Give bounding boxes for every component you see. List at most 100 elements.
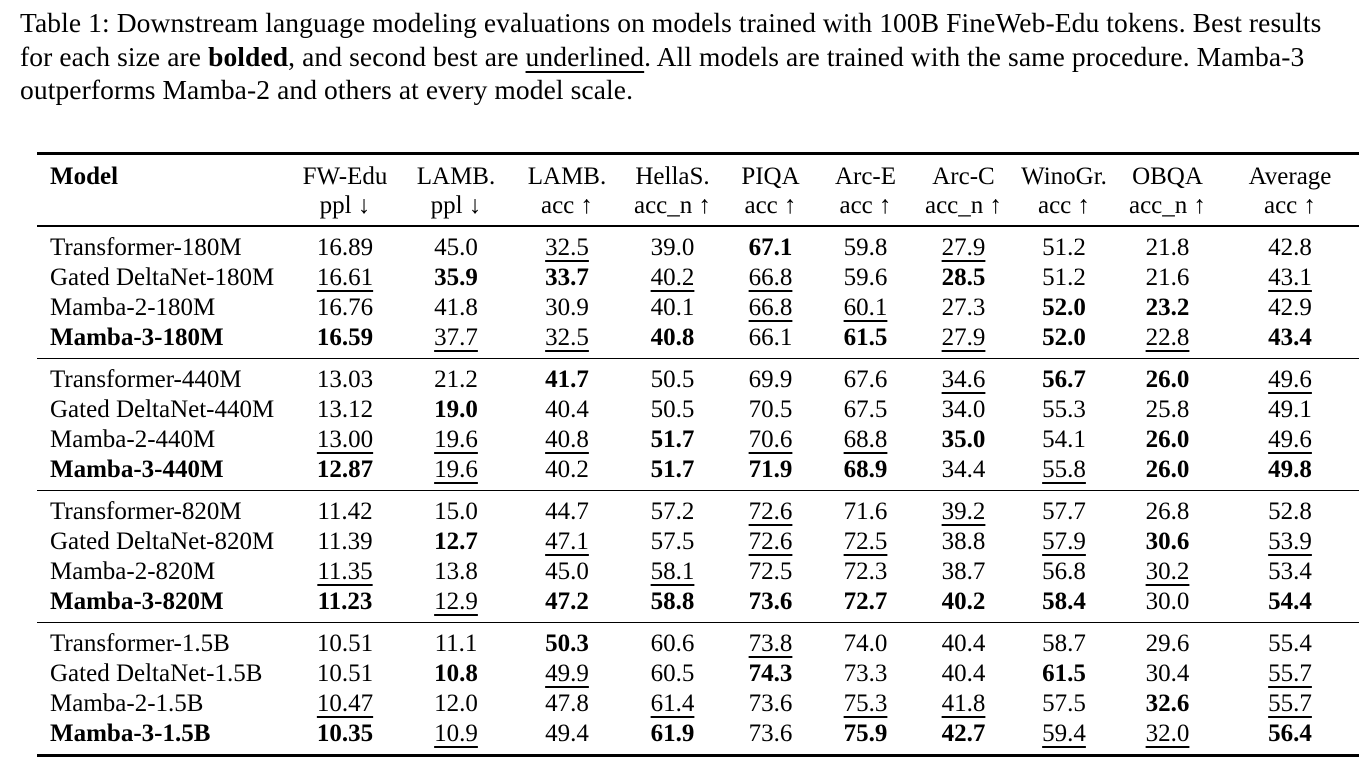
metric-cell: 40.2 [512, 455, 622, 491]
cell-value: 54.1 [1042, 426, 1086, 453]
model-name-cell: Gated DeltaNet-440M [50, 396, 275, 423]
metric-cell: 40.4 [913, 623, 1014, 660]
metric-cell: 58.1 [622, 557, 723, 587]
cell-value: 13.8 [434, 558, 478, 585]
cell-value: 34.6 [941, 366, 986, 393]
cell-value: 11.23 [317, 588, 373, 615]
cell-value: 58.8 [650, 588, 695, 615]
metric-cell: 50.5 [622, 395, 723, 425]
metric-cell: 47.1 [512, 527, 622, 557]
metric-cell: 27.3 [913, 293, 1014, 323]
metric-cell: 32.6 [1114, 689, 1221, 719]
metric-cell: 55.3 [1014, 395, 1114, 425]
cell-value: 71.9 [748, 456, 793, 483]
cell-value: 40.8 [650, 324, 695, 351]
cell-value: 22.8 [1145, 324, 1190, 351]
cell-value: 15.0 [434, 498, 478, 525]
metric-cell: 12.87 [290, 455, 400, 491]
metric-cell: 55.7 [1221, 689, 1359, 719]
metric-cell: 42.9 [1221, 293, 1359, 323]
metric-cell: 73.6 [723, 689, 818, 719]
cell-value: 52.0 [1042, 294, 1086, 321]
metric-cell: 43.1 [1221, 263, 1359, 293]
cell-value: 50.5 [650, 396, 695, 423]
cell-value: 74.0 [843, 630, 888, 657]
metric-cell: 73.3 [818, 659, 913, 689]
cell-value: 13.03 [316, 366, 374, 393]
column-name: PIQA [741, 163, 800, 190]
cell-value: 39.2 [941, 498, 986, 525]
cell-value: 58.7 [1042, 630, 1086, 657]
metric-cell: 61.9 [622, 719, 723, 756]
metric-cell: 74.3 [723, 659, 818, 689]
metric-cell: 54.4 [1221, 587, 1359, 623]
cell-value: 11.1 [434, 630, 478, 657]
cell-value: 59.4 [1042, 720, 1086, 747]
cell-value: 56.4 [1268, 720, 1312, 747]
cell-value: 40.4 [941, 660, 986, 687]
metric-cell: 30.9 [512, 293, 622, 323]
metric-cell: 37.7 [400, 323, 512, 359]
cell-value: 11.39 [317, 528, 373, 555]
cell-value: 51.2 [1042, 264, 1086, 291]
metric-cell: 10.35 [290, 719, 400, 756]
metric-cell: 10.51 [290, 659, 400, 689]
metric-cell: 26.8 [1114, 491, 1221, 528]
metric-cell: 12.0 [400, 689, 512, 719]
metric-cell: 16.61 [290, 263, 400, 293]
cell-value: 45.0 [434, 234, 478, 261]
metric-cell: 30.2 [1114, 557, 1221, 587]
cell-value: 40.2 [545, 456, 589, 483]
model-name-cell: Mamba-2-820M [50, 558, 216, 585]
cell-value: 16.89 [316, 234, 374, 261]
cell-value: 59.8 [843, 234, 888, 261]
metric-cell: 61.5 [1014, 659, 1114, 689]
metric-cell: 58.8 [622, 587, 723, 623]
cell-value: 60.1 [843, 294, 888, 321]
cell-value: 52.0 [1042, 324, 1086, 351]
metric-cell: 50.5 [622, 359, 723, 396]
column-metric: acc ↑ [839, 192, 892, 219]
cell-value: 52.8 [1268, 498, 1312, 525]
metric-cell: 49.1 [1221, 395, 1359, 425]
metric-cell: 23.2 [1114, 293, 1221, 323]
cell-value: 58.4 [1042, 588, 1086, 615]
table-row: Mamba-2-440M 13.00 19.6 40.8 51.7 70.6 68.8 35.… [37, 425, 1359, 455]
cell-value: 30.4 [1145, 660, 1190, 687]
cell-value: 55.8 [1042, 456, 1086, 483]
metric-cell: 21.6 [1114, 263, 1221, 293]
table-row: Mamba-2-180M 16.76 41.8 30.9 40.1 66.8 60.1 27.… [37, 293, 1359, 323]
metric-cell: 57.7 [1014, 491, 1114, 528]
cell-value: 61.4 [650, 690, 695, 717]
cell-value: 55.7 [1268, 660, 1312, 687]
metric-cell: 38.7 [913, 557, 1014, 587]
metric-cell: 67.5 [818, 395, 913, 425]
metric-cell: 32.5 [512, 226, 622, 263]
cell-value: 42.9 [1268, 294, 1312, 321]
cell-value: 35.0 [941, 426, 986, 453]
column-name: Arc-C [932, 163, 995, 190]
metric-cell: 30.6 [1114, 527, 1221, 557]
cell-value: 41.8 [434, 294, 478, 321]
cell-value: 16.61 [316, 264, 374, 291]
metric-cell: 13.00 [290, 425, 400, 455]
metric-cell: 73.6 [723, 719, 818, 756]
metric-cell: 59.6 [818, 263, 913, 293]
cell-value: 51.7 [650, 456, 695, 483]
metric-cell: 40.1 [622, 293, 723, 323]
cell-value: 10.9 [434, 720, 478, 747]
metric-cell: 16.89 [290, 226, 400, 263]
caption-segment: bolded [208, 40, 289, 72]
metric-cell: 50.3 [512, 623, 622, 660]
metric-cell: 49.8 [1221, 455, 1359, 491]
metric-cell: 26.0 [1114, 359, 1221, 396]
cell-value: 51.2 [1042, 234, 1086, 261]
column-metric: acc ↑ [540, 192, 594, 219]
cell-value: 10.51 [316, 630, 374, 657]
cell-value: 72.6 [748, 528, 793, 555]
table-row: Mamba-3-440M 12.87 19.6 40.2 51.7 71.9 68.9 34.… [37, 455, 1359, 491]
column-name: FW-Edu [302, 163, 388, 190]
metric-cell: 35.0 [913, 425, 1014, 455]
cell-value: 16.76 [316, 294, 374, 321]
metric-cell: 13.03 [290, 359, 400, 396]
